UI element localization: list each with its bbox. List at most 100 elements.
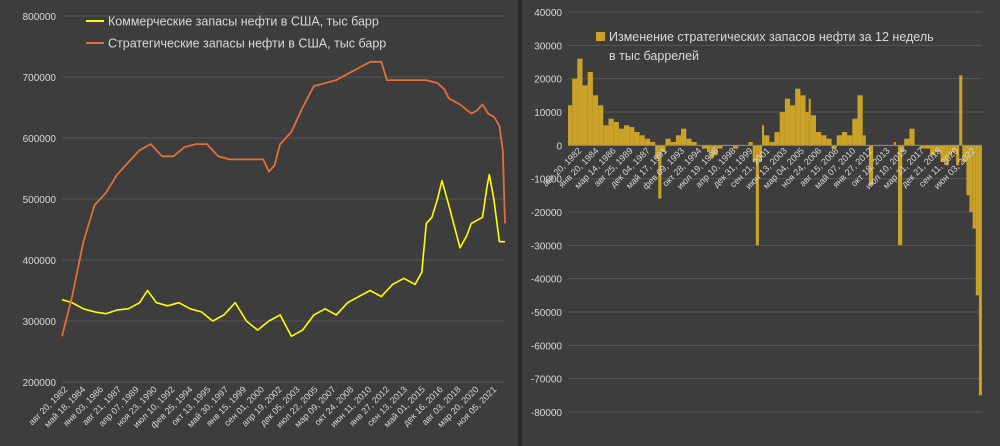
y-tick-label: -60000	[531, 341, 563, 352]
change-bar	[634, 132, 640, 146]
left-chart-panel: 800000 700000 600000 500000 400000 300000 2000…	[22, 12, 506, 431]
change-bar	[755, 145, 759, 246]
change-bar	[592, 95, 599, 146]
change-bar	[624, 125, 630, 146]
y-gridlines	[62, 15, 505, 383]
change-bar	[948, 145, 952, 156]
change-bar	[808, 98, 811, 146]
change-bar	[665, 138, 671, 146]
change-bar	[978, 145, 982, 396]
change-bar	[675, 135, 682, 146]
change-bar	[655, 145, 659, 159]
change-bar	[762, 125, 765, 146]
change-bar	[893, 142, 896, 146]
spr-change-bar-chart: 40000 30000 20000 10000 0 -10000 -20000 -30000 -…	[531, 8, 982, 419]
change-bar	[608, 118, 614, 146]
legend: Коммерческие запасы нефти в США, тыс бар…	[86, 15, 386, 51]
change-bar	[686, 138, 692, 146]
change-bar	[790, 105, 796, 146]
change-bar	[857, 95, 863, 146]
change-bar	[658, 145, 662, 199]
change-bar	[962, 145, 967, 162]
change-bar	[681, 128, 687, 146]
y-tick-label: -80000	[531, 408, 563, 419]
y-tick-label: 30000	[534, 41, 562, 52]
change-bar	[810, 115, 816, 146]
y-tick-label: -10000	[531, 175, 563, 186]
y-tick-label: -20000	[531, 208, 563, 219]
change-bar	[650, 142, 656, 146]
change-bar	[629, 127, 635, 146]
y-tick-label: 0	[556, 141, 562, 152]
y-tick-label: -40000	[531, 275, 563, 286]
change-bar	[972, 145, 976, 229]
change-bar	[836, 135, 842, 146]
change-bar	[717, 145, 723, 149]
change-bar	[940, 145, 946, 162]
change-bar	[661, 145, 666, 152]
change-bar	[568, 105, 573, 146]
change-bar	[852, 118, 858, 146]
change-bar	[707, 145, 711, 152]
y-tick-label: -30000	[531, 241, 563, 252]
change-bar	[919, 145, 925, 149]
change-bar	[779, 112, 785, 146]
change-bar	[847, 135, 853, 146]
change-bar	[618, 128, 624, 146]
legend-swatch	[596, 32, 605, 41]
change-bar	[826, 138, 832, 146]
change-bar	[764, 135, 770, 146]
change-bar	[644, 138, 650, 146]
change-bar	[784, 98, 791, 146]
change-bar	[795, 88, 801, 146]
change-bar	[582, 85, 588, 146]
change-bar	[868, 145, 874, 186]
y-tick-label: 700000	[23, 73, 57, 84]
change-bar	[572, 78, 578, 146]
change-bar	[752, 145, 756, 162]
change-bar	[959, 75, 963, 146]
y-tick-label: 800000	[23, 12, 57, 23]
legend: Изменение стратегических запасов нефти з…	[596, 30, 934, 63]
oil-stocks-line-chart: 800000 700000 600000 500000 400000 300000 2000…	[23, 12, 506, 430]
change-bar	[670, 142, 676, 146]
change-bar	[639, 135, 645, 146]
change-bar	[587, 72, 593, 146]
y-tick-label: -50000	[531, 308, 563, 319]
change-bar	[805, 112, 809, 146]
y-tick-label: -70000	[531, 375, 563, 386]
change-bar	[975, 145, 979, 296]
change-bar	[831, 145, 837, 149]
change-bar	[898, 145, 903, 246]
y-tick-label: 300000	[23, 317, 57, 328]
change-bar	[816, 132, 822, 146]
change-bar	[710, 145, 714, 159]
change-bar	[951, 145, 957, 152]
change-bar	[969, 145, 973, 212]
change-bar	[613, 122, 619, 146]
panel-divider	[518, 0, 522, 446]
change-bar	[701, 145, 707, 149]
legend-entry-line-1: Изменение стратегических запасов нефти з…	[609, 30, 934, 44]
change-bar	[800, 95, 806, 146]
right-chart-panel: 40000 30000 20000 10000 0 -10000 -20000 -30000 -…	[522, 0, 1000, 446]
change-bar	[945, 145, 949, 166]
commercial-stocks-line	[61, 173, 505, 338]
change-bar	[862, 135, 866, 146]
change-bar	[769, 142, 775, 146]
change-bar	[577, 58, 583, 146]
legend-entry: Стратегические запасы нефти в США, тыс б…	[108, 37, 386, 51]
change-bar	[598, 105, 604, 146]
y-tick-labels: 40000 30000 20000 10000 0 -10000 -20000 -30000 -…	[531, 8, 563, 419]
legend-entry-line-2: в тыс баррелей	[609, 49, 699, 63]
legend-entry: Коммерческие запасы нефти в США, тыс бар…	[108, 15, 379, 29]
change-bar	[603, 125, 609, 146]
change-bar	[902, 145, 905, 152]
change-bar	[930, 145, 936, 156]
change-bar	[691, 142, 697, 146]
change-bar	[821, 135, 827, 146]
y-tick-label: 20000	[534, 75, 562, 86]
